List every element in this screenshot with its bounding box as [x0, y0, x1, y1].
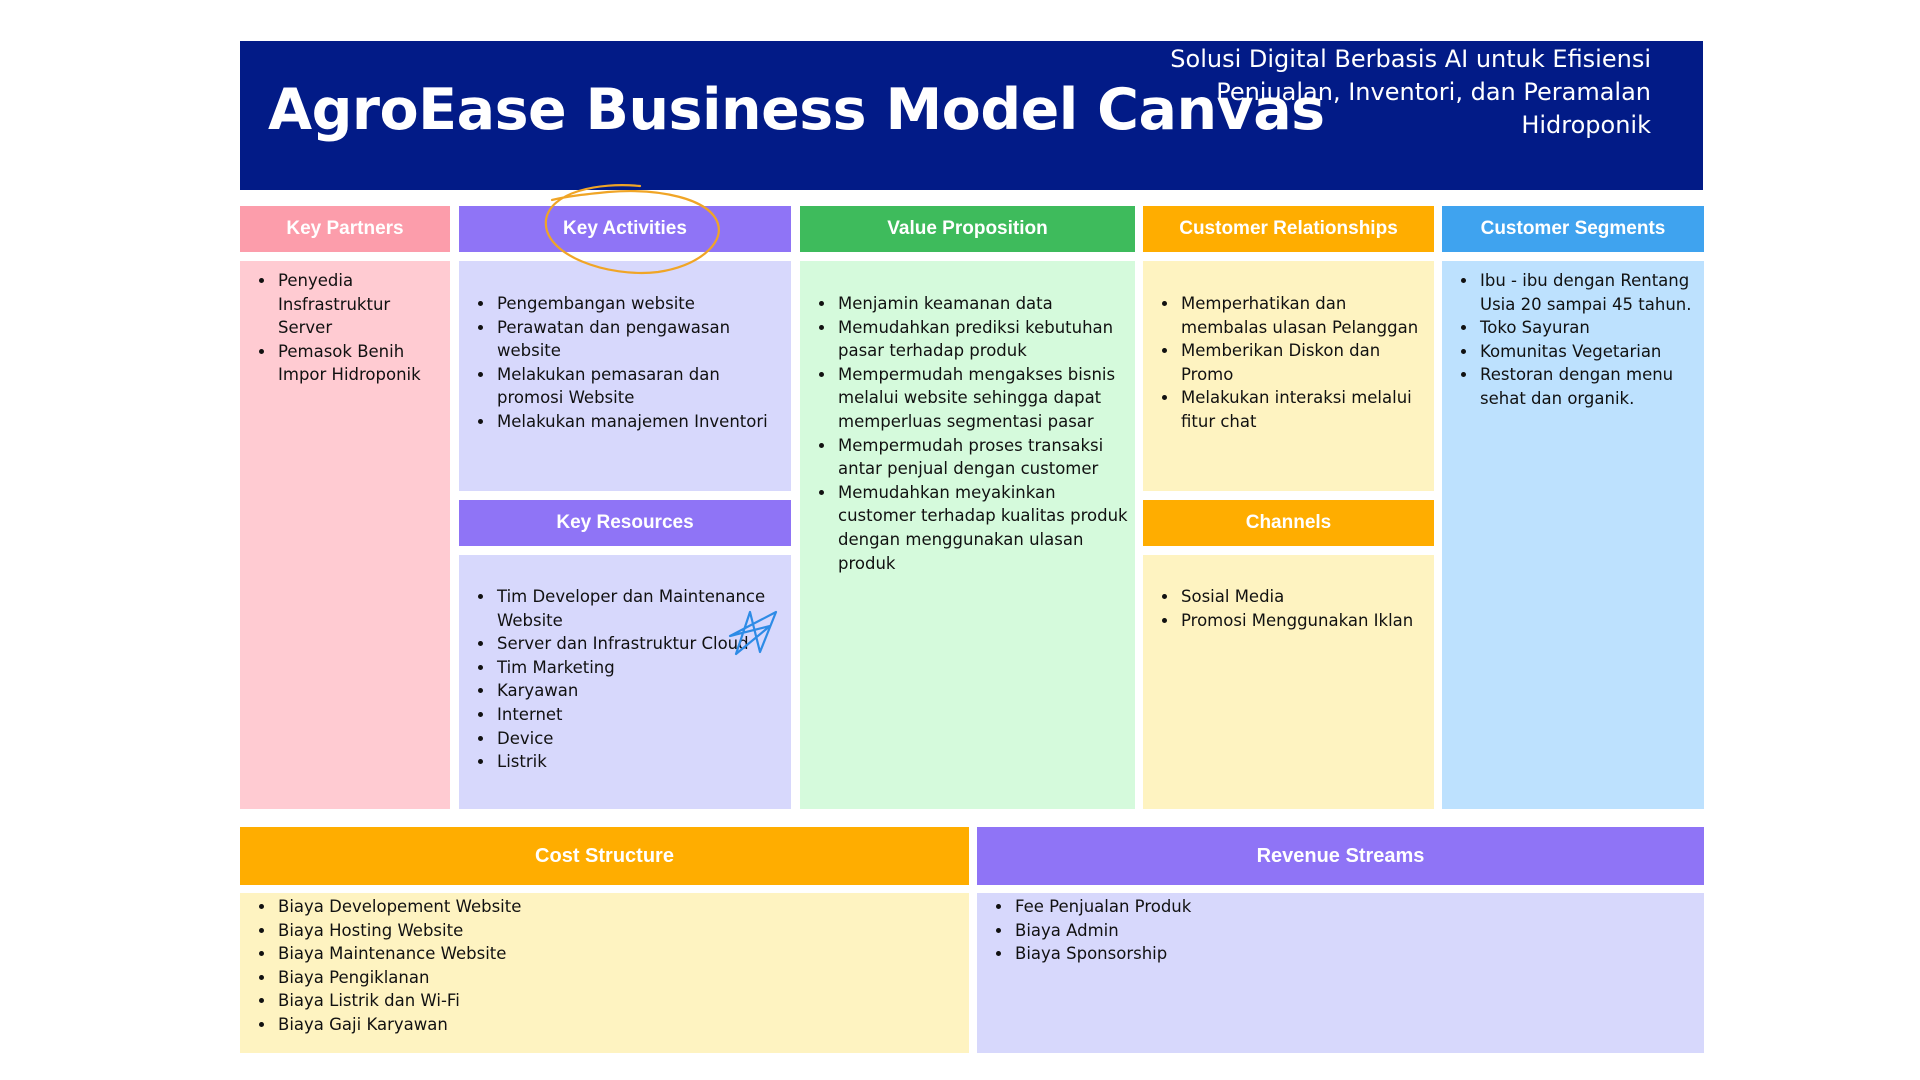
channels-list: Sosial MediaPromosi Menggunakan Iklan — [1143, 585, 1428, 632]
customer-segments-list: Ibu - ibu dengan Rentang Usia 20 sampai … — [1442, 269, 1698, 411]
list-item: Karyawan — [495, 679, 785, 703]
key-activities-heading: Key Activities — [459, 206, 791, 252]
key-partners-panel: Penyedia Insfrastruktur ServerPemasok Be… — [240, 261, 450, 809]
revenue-streams-list: Fee Penjualan ProdukBiaya AdminBiaya Spo… — [977, 895, 1698, 966]
key-activities-list: Pengembangan websitePerawatan dan pengaw… — [459, 292, 785, 434]
list-item: Memudahkan prediksi kebutuhan pasar terh… — [836, 316, 1129, 363]
list-item: Ibu - ibu dengan Rentang Usia 20 sampai … — [1478, 269, 1698, 316]
key-activities-panel: Pengembangan websitePerawatan dan pengaw… — [459, 261, 791, 491]
value-proposition-panel: Menjamin keamanan dataMemudahkan prediks… — [800, 261, 1135, 809]
key-partners-heading: Key Partners — [240, 206, 450, 252]
list-item: Biaya Admin — [1013, 919, 1698, 943]
customer-relationships-heading: Customer Relationships — [1143, 206, 1434, 252]
customer-relationships-panel: Memperhatikan dan membalas ulasan Pelang… — [1143, 261, 1434, 491]
key-resources-list: Tim Developer dan Maintenance WebsiteSer… — [459, 585, 785, 774]
list-item: Tim Developer dan Maintenance Website — [495, 585, 785, 632]
list-item: Mempermudah proses transaksi antar penju… — [836, 434, 1129, 481]
customer-segments-panel: Ibu - ibu dengan Rentang Usia 20 sampai … — [1442, 261, 1704, 809]
list-item: Memberikan Diskon dan Promo — [1179, 339, 1428, 386]
cost-structure-panel: Biaya Developement WebsiteBiaya Hosting … — [240, 893, 969, 1053]
list-item: Device — [495, 727, 785, 751]
list-item: Pemasok Benih Impor Hidroponik — [276, 340, 444, 387]
page-subtitle: Solusi Digital Berbasis AI untuk Efisien… — [1170, 45, 1651, 139]
list-item: Biaya Hosting Website — [276, 919, 963, 943]
list-item: Toko Sayuran — [1478, 316, 1698, 340]
list-item: Tim Marketing — [495, 656, 785, 680]
key-resources-heading: Key Resources — [459, 500, 791, 546]
list-item: Biaya Gaji Karyawan — [276, 1013, 963, 1037]
channels-heading: Channels — [1143, 500, 1434, 546]
cost-structure-list: Biaya Developement WebsiteBiaya Hosting … — [240, 895, 963, 1037]
list-item: Restoran dengan menu sehat dan organik. — [1478, 363, 1698, 410]
revenue-streams-panel: Fee Penjualan ProdukBiaya AdminBiaya Spo… — [977, 893, 1704, 1053]
list-item: Melakukan interaksi melalui fitur chat — [1179, 386, 1428, 433]
list-item: Biaya Sponsorship — [1013, 942, 1698, 966]
list-item: Fee Penjualan Produk — [1013, 895, 1698, 919]
cost-structure-heading: Cost Structure — [240, 827, 969, 885]
list-item: Memperhatikan dan membalas ulasan Pelang… — [1179, 292, 1428, 339]
list-item: Melakukan manajemen Inventori — [495, 410, 785, 434]
list-item: Mempermudah mengakses bisnis melalui web… — [836, 363, 1129, 434]
list-item: Server dan Infrastruktur Cloud — [495, 632, 785, 656]
value-proposition-list: Menjamin keamanan dataMemudahkan prediks… — [800, 292, 1129, 575]
customer-segments-heading: Customer Segments — [1442, 206, 1704, 252]
customer-relationships-list: Memperhatikan dan membalas ulasan Pelang… — [1143, 292, 1428, 434]
list-item: Biaya Listrik dan Wi-Fi — [276, 989, 963, 1013]
value-proposition-heading: Value Proposition — [800, 206, 1135, 252]
list-item: Biaya Maintenance Website — [276, 942, 963, 966]
list-item: Promosi Menggunakan Iklan — [1179, 609, 1428, 633]
list-item: Perawatan dan pengawasan website — [495, 316, 785, 363]
list-item: Menjamin keamanan data — [836, 292, 1129, 316]
list-item: Internet — [495, 703, 785, 727]
list-item: Sosial Media — [1179, 585, 1428, 609]
list-item: Melakukan pemasaran dan promosi Website — [495, 363, 785, 410]
revenue-streams-heading: Revenue Streams — [977, 827, 1704, 885]
list-item: Memudahkan meyakinkan customer terhadap … — [836, 481, 1129, 575]
key-partners-list: Penyedia Insfrastruktur ServerPemasok Be… — [240, 269, 444, 387]
list-item: Listrik — [495, 750, 785, 774]
list-item: Biaya Pengiklanan — [276, 966, 963, 990]
list-item: Pengembangan website — [495, 292, 785, 316]
page-title: AgroEase Business Model Canvas — [268, 77, 1325, 143]
channels-panel: Sosial MediaPromosi Menggunakan Iklan — [1143, 555, 1434, 809]
key-resources-panel: Tim Developer dan Maintenance WebsiteSer… — [459, 555, 791, 809]
list-item: Biaya Developement Website — [276, 895, 963, 919]
list-item: Penyedia Insfrastruktur Server — [276, 269, 444, 340]
list-item: Komunitas Vegetarian — [1478, 340, 1698, 364]
canvas-header: AgroEase Business Model Canvas Solusi Di… — [240, 41, 1703, 190]
